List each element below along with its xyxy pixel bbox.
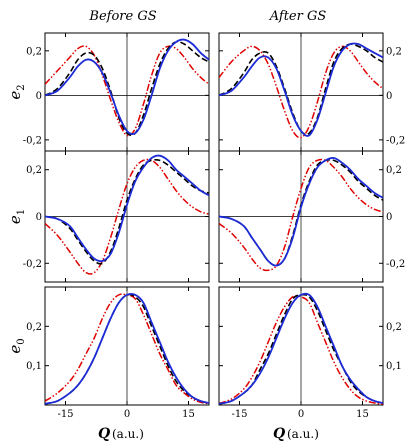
- y-tick-label: 0,2: [386, 165, 402, 176]
- y-tick-label: 0,1: [386, 361, 402, 372]
- series-line-solid: [45, 38, 209, 135]
- y-tick-label: 0,2: [386, 46, 402, 57]
- y-label-symbol: e: [6, 345, 24, 354]
- x-tick-label: -15: [231, 409, 247, 420]
- series-line-dashdotdot: [45, 293, 209, 405]
- x-tick-label: 0: [298, 409, 304, 420]
- y-tick-label: 0,2: [26, 46, 42, 57]
- y-tick-label: 0: [36, 91, 42, 102]
- y-tick-label: -0,2: [386, 259, 405, 270]
- x-tick-label: 15: [356, 409, 369, 420]
- x-axis-unit-left: (a.u.): [112, 427, 144, 441]
- series-line-solid: [45, 292, 209, 405]
- panel-r0-c0: -0,2 0 0,2: [23, 32, 210, 152]
- series-line-dashdotdot: [45, 158, 209, 275]
- y-tick-label: 0: [386, 212, 392, 223]
- y-axis-label-row-0: e2: [6, 84, 27, 99]
- series-line-dashed: [219, 158, 383, 267]
- y-label-symbol: e: [6, 91, 24, 100]
- panel-r1-c0: -0,2 0 0,2: [23, 150, 210, 283]
- panels: -0,2 0 0,2 -0,2 0 0,2 -0,2 0 0,2 -0,2 0 0,2 0,1 0,2 -1…: [23, 32, 405, 420]
- series-line-solid: [219, 157, 383, 267]
- panel-r2-c0: 0,1 0,2 -15 0 15: [26, 286, 210, 420]
- x-axis-symbol-left: Q: [98, 426, 110, 442]
- series-line-solid: [45, 154, 209, 263]
- series-line-dashed: [45, 158, 209, 265]
- series-line-dashdotdot: [219, 295, 383, 405]
- y-axis-label-row-1: e1: [6, 209, 27, 224]
- y-label-subscript: 2: [16, 84, 27, 90]
- column-title-after: After GS: [269, 9, 327, 24]
- panel-r0-c1: -0,2 0 0,2: [218, 32, 405, 152]
- x-axis-unit-right: (a.u.): [287, 427, 319, 441]
- y-tick-label: -0,2: [386, 135, 405, 146]
- y-tick-label: 0: [386, 91, 392, 102]
- y-tick-label: 0,2: [26, 322, 42, 333]
- x-tick-label: -15: [57, 409, 73, 420]
- y-label-subscript: 0: [16, 338, 27, 344]
- y-tick-label: 0,2: [386, 322, 402, 333]
- x-tick-label: 0: [124, 409, 130, 420]
- series-line-dashdotdot: [219, 45, 383, 139]
- y-tick-label: -0,2: [23, 135, 42, 146]
- svg-text:e2: e2: [6, 84, 27, 99]
- y-label-subscript: 1: [16, 209, 27, 215]
- series-line-solid: [219, 292, 383, 405]
- x-tick-label: 15: [182, 409, 195, 420]
- series-line-solid: [219, 42, 383, 137]
- y-axis-label-row-2: e0: [6, 338, 27, 353]
- series-line-dashed: [219, 43, 383, 136]
- y-tick-label: 0: [36, 212, 42, 223]
- column-title-before: Before GS: [88, 9, 156, 24]
- panel-r2-c1: 0,1 0,2 -15 0 15: [218, 286, 402, 420]
- y-tick-label: -0,2: [23, 259, 42, 270]
- svg-text:e0: e0: [6, 338, 27, 353]
- x-axis-symbol-right: Q: [273, 426, 285, 442]
- panel-r1-c1: -0,2 0 0,2: [218, 150, 405, 283]
- svg-text:e1: e1: [6, 209, 27, 224]
- y-tick-label: 0,2: [26, 165, 42, 176]
- x-axis-labels: Q (a.u.) Q (a.u.): [98, 426, 319, 442]
- y-label-symbol: e: [6, 215, 24, 224]
- series-line-dashed: [45, 40, 209, 137]
- series-line-dashdotdot: [219, 158, 383, 272]
- y-tick-label: 0,1: [26, 361, 42, 372]
